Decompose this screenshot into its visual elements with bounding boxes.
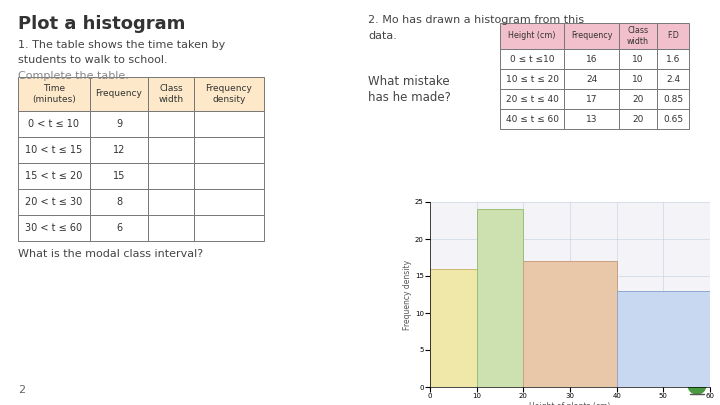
- Text: Time
(minutes): Time (minutes): [32, 84, 76, 104]
- Text: 2. Mo has drawn a histogram from this: 2. Mo has drawn a histogram from this: [368, 15, 584, 25]
- Text: 2: 2: [18, 385, 25, 395]
- Text: 24: 24: [586, 75, 597, 83]
- Text: 1. The table shows the time taken by: 1. The table shows the time taken by: [18, 40, 225, 50]
- Bar: [657, 89, 689, 109]
- Bar: [657, 109, 689, 129]
- Text: 30 < t ≤ 60: 30 < t ≤ 60: [25, 223, 83, 233]
- Text: 12: 12: [113, 145, 125, 155]
- Text: 10: 10: [632, 55, 644, 64]
- Bar: [523, 261, 616, 387]
- Text: Height (cm): Height (cm): [508, 32, 556, 40]
- Bar: [657, 49, 689, 69]
- Text: data.: data.: [368, 31, 397, 41]
- Bar: [148, 111, 194, 137]
- Text: 0.65: 0.65: [663, 115, 683, 124]
- Text: F.D: F.D: [667, 32, 679, 40]
- Bar: [18, 77, 90, 111]
- Bar: [18, 137, 90, 163]
- Bar: [194, 77, 264, 111]
- Text: 20 ≤ t ≤ 40: 20 ≤ t ≤ 40: [505, 94, 559, 104]
- Bar: [90, 77, 148, 111]
- Text: 16: 16: [586, 55, 598, 64]
- Text: What is the modal class interval?: What is the modal class interval?: [18, 249, 203, 259]
- Bar: [90, 215, 148, 241]
- Text: 10 < t ≤ 15: 10 < t ≤ 15: [25, 145, 83, 155]
- Bar: [194, 215, 264, 241]
- Bar: [564, 109, 619, 129]
- Text: 15 < t ≤ 20: 15 < t ≤ 20: [25, 171, 83, 181]
- Bar: [619, 89, 657, 109]
- X-axis label: Height of plants (cm): Height of plants (cm): [529, 402, 611, 405]
- Text: Frequency: Frequency: [571, 32, 612, 40]
- Bar: [90, 189, 148, 215]
- Text: Frequency
density: Frequency density: [206, 84, 253, 104]
- Text: 8: 8: [116, 197, 122, 207]
- Text: Complete the table.: Complete the table.: [18, 71, 129, 81]
- Text: 20: 20: [632, 94, 644, 104]
- Bar: [148, 163, 194, 189]
- Text: Plot a histogram: Plot a histogram: [18, 15, 185, 33]
- Text: 17: 17: [586, 94, 598, 104]
- Bar: [148, 77, 194, 111]
- Bar: [564, 23, 619, 49]
- Text: 0.85: 0.85: [663, 94, 683, 104]
- Circle shape: [689, 369, 705, 385]
- Bar: [619, 49, 657, 69]
- Bar: [194, 111, 264, 137]
- Text: Class
width: Class width: [158, 84, 184, 104]
- Bar: [657, 69, 689, 89]
- Bar: [18, 111, 90, 137]
- Text: 0 ≤ t ≤10: 0 ≤ t ≤10: [510, 55, 554, 64]
- Text: What mistake: What mistake: [368, 75, 449, 88]
- Bar: [564, 89, 619, 109]
- Text: 10: 10: [632, 75, 644, 83]
- Bar: [500, 49, 564, 69]
- Text: students to walk to school.: students to walk to school.: [18, 55, 168, 65]
- Bar: [430, 269, 477, 387]
- Text: Class
width: Class width: [627, 26, 649, 46]
- Y-axis label: Frequency density: Frequency density: [403, 260, 412, 330]
- Bar: [500, 23, 564, 49]
- Bar: [90, 163, 148, 189]
- Circle shape: [688, 376, 706, 394]
- Bar: [564, 69, 619, 89]
- Bar: [657, 23, 689, 49]
- Text: 13: 13: [586, 115, 598, 124]
- Text: has he made?: has he made?: [368, 91, 451, 104]
- Text: 10 ≤ t ≤ 20: 10 ≤ t ≤ 20: [505, 75, 559, 83]
- Bar: [500, 89, 564, 109]
- Text: 20 < t ≤ 30: 20 < t ≤ 30: [25, 197, 83, 207]
- Text: 9: 9: [116, 119, 122, 129]
- Bar: [194, 137, 264, 163]
- Bar: [194, 189, 264, 215]
- Bar: [477, 209, 523, 387]
- Bar: [619, 69, 657, 89]
- Bar: [90, 111, 148, 137]
- Bar: [194, 163, 264, 189]
- Bar: [616, 291, 710, 387]
- Bar: [148, 215, 194, 241]
- Bar: [90, 137, 148, 163]
- Text: 2.4: 2.4: [666, 75, 680, 83]
- Text: 6: 6: [116, 223, 122, 233]
- Bar: [18, 163, 90, 189]
- Text: 15: 15: [113, 171, 125, 181]
- Text: 1.6: 1.6: [666, 55, 680, 64]
- Bar: [18, 189, 90, 215]
- Bar: [500, 69, 564, 89]
- Text: 20: 20: [632, 115, 644, 124]
- Bar: [18, 215, 90, 241]
- Bar: [564, 49, 619, 69]
- Bar: [619, 109, 657, 129]
- Text: 0 < t ≤ 10: 0 < t ≤ 10: [29, 119, 79, 129]
- Bar: [148, 137, 194, 163]
- Text: Frequency: Frequency: [96, 90, 143, 98]
- Bar: [500, 109, 564, 129]
- Text: 40 ≤ t ≤ 60: 40 ≤ t ≤ 60: [505, 115, 559, 124]
- Bar: [619, 23, 657, 49]
- Bar: [148, 189, 194, 215]
